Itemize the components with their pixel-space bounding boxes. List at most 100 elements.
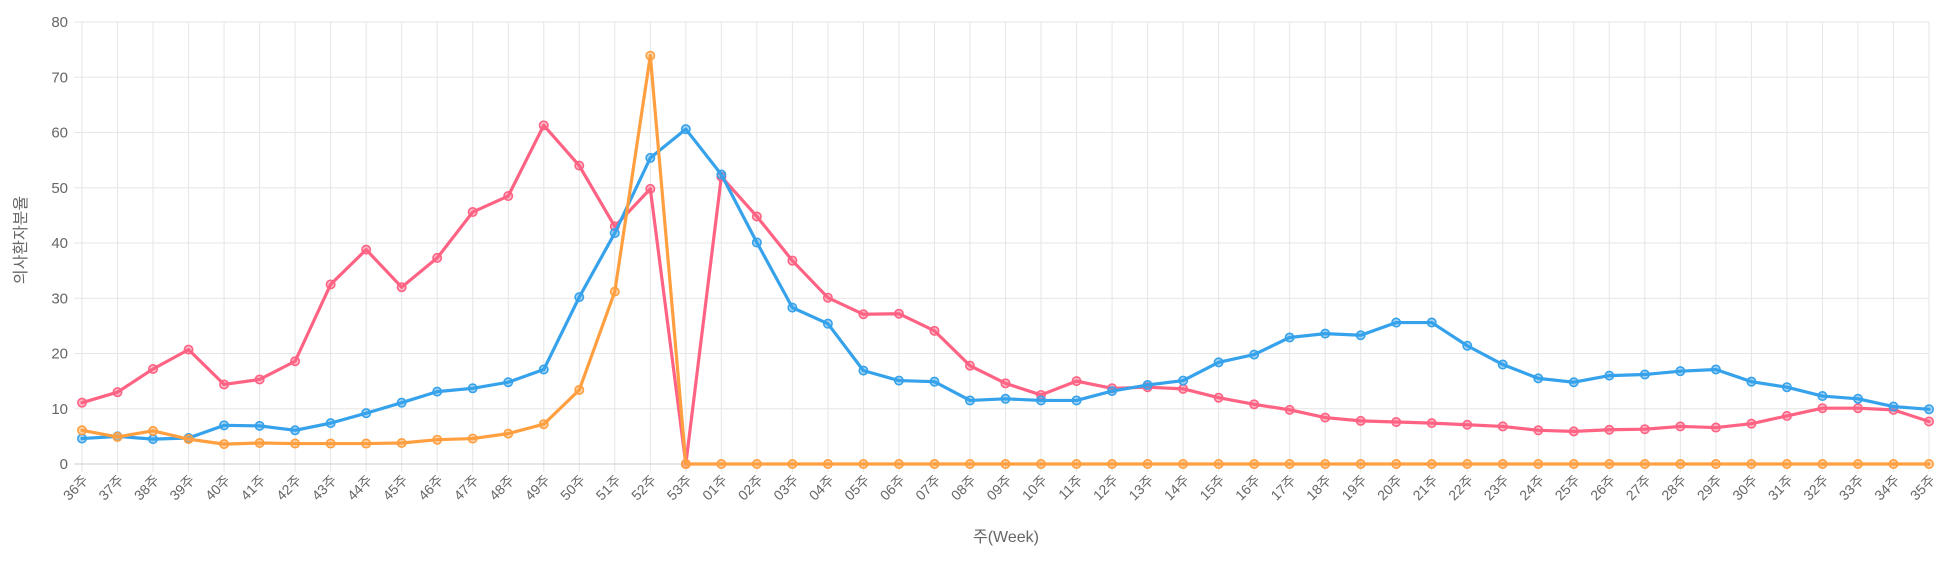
data-point[interactable] <box>290 425 301 436</box>
data-point[interactable] <box>893 308 904 319</box>
data-point[interactable] <box>1284 332 1295 343</box>
data-point[interactable] <box>538 419 549 430</box>
data-point[interactable] <box>1320 328 1331 339</box>
data-point[interactable] <box>609 286 620 297</box>
data-point[interactable] <box>467 207 478 218</box>
data-point[interactable] <box>432 434 443 445</box>
data-point[interactable] <box>361 438 372 449</box>
data-point[interactable] <box>77 397 88 408</box>
data-point[interactable] <box>1604 370 1615 381</box>
data-point[interactable] <box>432 386 443 397</box>
data-point[interactable] <box>1036 395 1047 406</box>
data-point[interactable] <box>1497 421 1508 432</box>
data-point[interactable] <box>254 374 265 385</box>
data-point[interactable] <box>325 279 336 290</box>
data-point[interactable] <box>538 120 549 131</box>
data-point[interactable] <box>1746 418 1757 429</box>
data-point[interactable] <box>1462 340 1473 351</box>
data-point[interactable] <box>503 377 514 388</box>
data-point[interactable] <box>1391 317 1402 328</box>
data-point[interactable] <box>1746 458 1757 469</box>
data-point[interactable] <box>1142 379 1153 390</box>
data-point[interactable] <box>609 228 620 239</box>
data-point[interactable] <box>1142 458 1153 469</box>
data-point[interactable] <box>1178 383 1189 394</box>
data-point[interactable] <box>1639 424 1650 435</box>
data-point[interactable] <box>1426 418 1437 429</box>
data-point[interactable] <box>112 387 123 398</box>
data-point[interactable] <box>751 211 762 222</box>
data-point[interactable] <box>751 458 762 469</box>
data-point[interactable] <box>1924 458 1935 469</box>
data-point[interactable] <box>1071 458 1082 469</box>
data-point[interactable] <box>432 252 443 263</box>
data-point[interactable] <box>77 433 88 444</box>
data-point[interactable] <box>1107 458 1118 469</box>
data-point[interactable] <box>1710 364 1721 375</box>
data-point[interactable] <box>964 395 975 406</box>
data-point[interactable] <box>503 428 514 439</box>
data-point[interactable] <box>1320 412 1331 423</box>
data-point[interactable] <box>1746 376 1757 387</box>
data-point[interactable] <box>1320 458 1331 469</box>
data-point[interactable] <box>1000 378 1011 389</box>
data-point[interactable] <box>77 425 88 436</box>
data-point[interactable] <box>929 458 940 469</box>
data-point[interactable] <box>1852 403 1863 414</box>
data-point[interactable] <box>1213 458 1224 469</box>
data-point[interactable] <box>1284 404 1295 415</box>
data-point[interactable] <box>1817 391 1828 402</box>
data-point[interactable] <box>645 152 656 163</box>
data-point[interactable] <box>1000 393 1011 404</box>
data-point[interactable] <box>574 160 585 171</box>
data-point[interactable] <box>325 418 336 429</box>
data-point[interactable] <box>680 458 691 469</box>
data-point[interactable] <box>1497 458 1508 469</box>
data-point[interactable] <box>1675 366 1686 377</box>
data-point[interactable] <box>1604 424 1615 435</box>
data-point[interactable] <box>645 50 656 61</box>
data-point[interactable] <box>219 420 230 431</box>
data-point[interactable] <box>1355 458 1366 469</box>
data-point[interactable] <box>1675 458 1686 469</box>
data-point[interactable] <box>858 309 869 320</box>
data-point[interactable] <box>751 237 762 248</box>
data-point[interactable] <box>1888 401 1899 412</box>
data-point[interactable] <box>361 244 372 255</box>
data-point[interactable] <box>1355 415 1366 426</box>
data-point[interactable] <box>822 458 833 469</box>
data-point[interactable] <box>1355 330 1366 341</box>
data-point[interactable] <box>1533 458 1544 469</box>
data-point[interactable] <box>148 363 159 374</box>
data-point[interactable] <box>1675 421 1686 432</box>
data-point[interactable] <box>1639 369 1650 380</box>
data-point[interactable] <box>254 420 265 431</box>
data-point[interactable] <box>929 376 940 387</box>
data-point[interactable] <box>1249 458 1260 469</box>
data-point[interactable] <box>1817 458 1828 469</box>
data-point[interactable] <box>1639 458 1650 469</box>
data-point[interactable] <box>1533 425 1544 436</box>
data-point[interactable] <box>148 425 159 436</box>
data-point[interactable] <box>148 434 159 445</box>
data-point[interactable] <box>1213 392 1224 403</box>
data-point[interactable] <box>822 292 833 303</box>
data-point[interactable] <box>574 292 585 303</box>
data-point[interactable] <box>964 458 975 469</box>
data-point[interactable] <box>645 183 656 194</box>
data-point[interactable] <box>1462 419 1473 430</box>
data-point[interactable] <box>1178 458 1189 469</box>
data-point[interactable] <box>183 344 194 355</box>
data-point[interactable] <box>858 458 869 469</box>
data-point[interactable] <box>964 360 975 371</box>
data-point[interactable] <box>716 169 727 180</box>
data-point[interactable] <box>1071 376 1082 387</box>
data-point[interactable] <box>1568 426 1579 437</box>
data-point[interactable] <box>1710 422 1721 433</box>
data-point[interactable] <box>112 431 123 442</box>
data-point[interactable] <box>893 375 904 386</box>
data-point[interactable] <box>538 364 549 375</box>
data-point[interactable] <box>1426 458 1437 469</box>
data-point[interactable] <box>254 438 265 449</box>
data-point[interactable] <box>680 124 691 135</box>
